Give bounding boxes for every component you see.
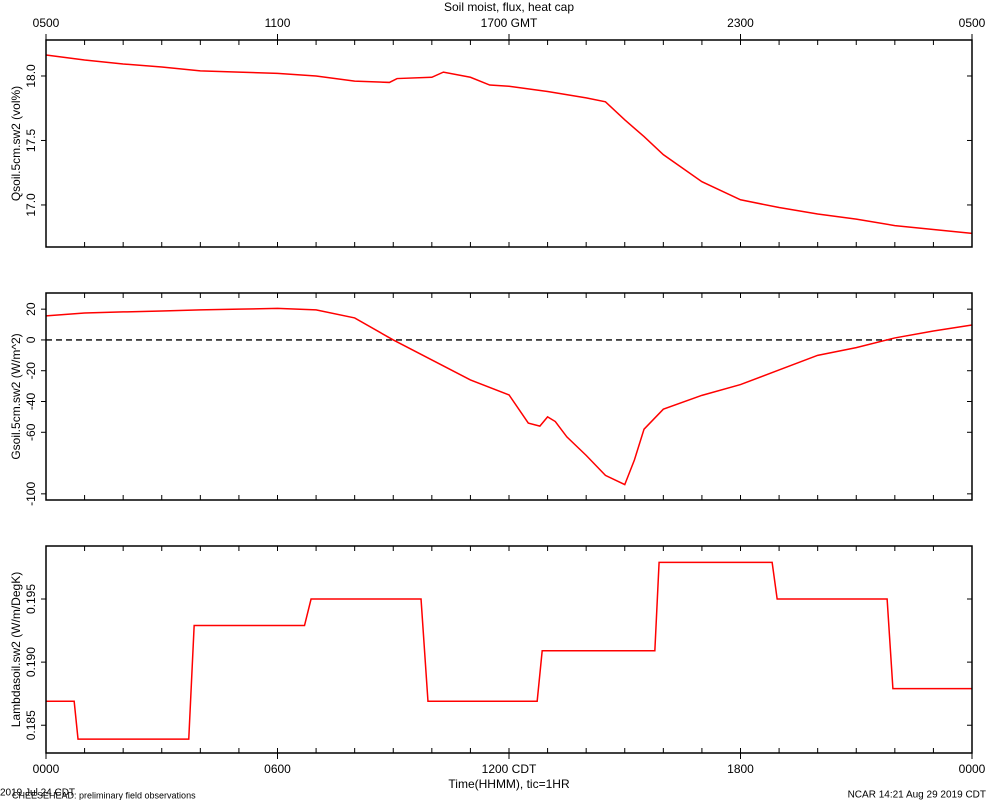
- y-tick-label: 18.0: [24, 64, 38, 88]
- y-tick-label: 0.190: [24, 647, 38, 677]
- x2-tick-label: 0500: [33, 16, 60, 30]
- x2-tick-label: 1700 GMT: [481, 16, 538, 30]
- x-tick-label: 0600: [264, 762, 291, 776]
- plot-frame: [45, 545, 973, 754]
- y-tick-label: 0.195: [24, 584, 38, 614]
- footer-date: 2019 Jul 24 CDT: [0, 788, 75, 799]
- data-line: [46, 561, 972, 740]
- y-axis-label: Gsoil.5cm.sw2 (W/m^2): [9, 333, 23, 459]
- x2-tick-label: 2300: [727, 16, 754, 30]
- footer-stamp: NCAR 14:21 Aug 29 2019 CDT: [848, 790, 986, 800]
- x-axis-label: Time(HHMM), tic=1HR: [448, 777, 570, 791]
- x-tick-label: 1200 CDT: [482, 762, 537, 776]
- data-line: [45, 54, 973, 235]
- footer-project: CHEESEHEAD: preliminary field observatio…: [12, 790, 196, 800]
- y-tick-label: 17.5: [24, 128, 38, 152]
- y-tick-label: -20: [24, 362, 38, 380]
- plot-frame: [45, 39, 973, 248]
- y-axis-label: Lambdasoil.sw2 (W/m/DegK): [9, 572, 23, 727]
- x2-tick-label: 1100: [265, 16, 291, 30]
- y-tick-label: -60: [24, 423, 38, 441]
- y-axis-label: Qsoil.5cm.sw2 (vol%): [9, 86, 23, 201]
- y-tick-label: -40: [24, 393, 38, 411]
- plot-frame: [45, 292, 973, 501]
- x-tick-label: 0000: [33, 762, 60, 776]
- x-tick-label: 0000: [959, 762, 986, 776]
- y-tick-label: 0: [24, 336, 38, 343]
- y-tick-label: 0.185: [24, 710, 38, 740]
- x-tick-label: 1800: [727, 762, 754, 776]
- y-tick-label: 17.0: [24, 193, 38, 217]
- y-tick-label: -100: [24, 482, 38, 506]
- chart-title: Soil moist, flux, heat cap: [444, 0, 574, 14]
- x2-tick-label: 0500: [959, 16, 986, 30]
- y-tick-label: 20: [24, 302, 38, 316]
- data-line: [45, 307, 973, 486]
